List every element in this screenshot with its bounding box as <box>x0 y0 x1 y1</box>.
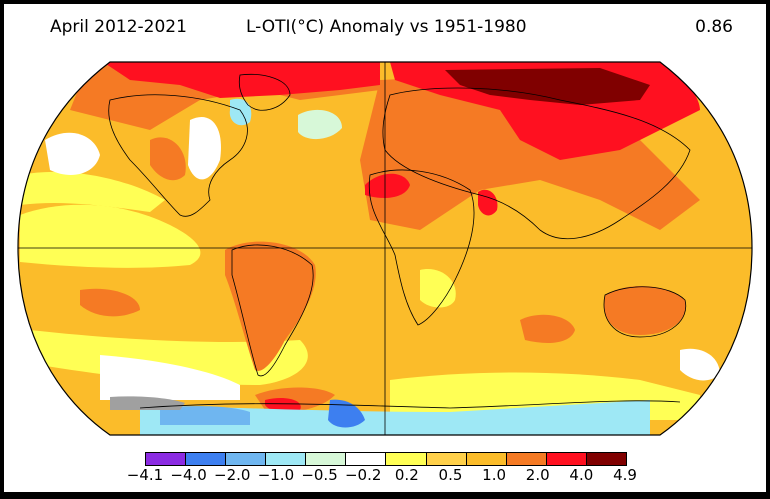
zone-white-north-pacific <box>45 132 100 175</box>
zone-light-pacific-north <box>20 171 165 212</box>
zone-white-canada <box>188 116 221 180</box>
period-label: April 2012-2021 <box>50 17 187 37</box>
colorbar <box>145 452 627 466</box>
global-mean-value: 0.86 <box>695 17 733 37</box>
colorbar-tick-label: −0.2 <box>344 466 382 484</box>
zone-orange-eurasia <box>360 75 700 230</box>
colorbar-swatch-0 <box>146 453 187 465</box>
colorbar-swatch-6 <box>386 453 427 465</box>
colorbar-tick-label: −0.5 <box>301 466 338 484</box>
colorbar-swatch-11 <box>586 453 626 465</box>
colorbar-swatch-3 <box>266 453 307 465</box>
colorbar-swatch-8 <box>466 453 507 465</box>
colorbar-tick-label: 0.5 <box>438 466 463 484</box>
zone-darkred-north-siberia <box>445 68 650 105</box>
zone-blue-ross-sea <box>160 406 250 425</box>
zone-light-tropics-west <box>20 204 201 268</box>
zone-orange-pacific-south <box>80 288 140 317</box>
colorbar-tick-label: −1.0 <box>257 466 295 484</box>
colorbar-swatch-7 <box>426 453 467 465</box>
zone-orange-alaska <box>150 137 186 181</box>
colorbar-swatch-9 <box>506 453 547 465</box>
zone-mint-north-atlantic <box>298 109 342 140</box>
globe-outline <box>17 61 753 436</box>
colorbar-tick-label: 4.0 <box>569 466 594 484</box>
colorbar-tick-label: 2.0 <box>525 466 550 484</box>
colorbar-swatch-1 <box>186 453 227 465</box>
colorbar-swatch-10 <box>546 453 587 465</box>
zone-orange-australia <box>604 285 686 335</box>
zone-red-sahara <box>365 173 410 198</box>
zone-deepblue-weddell <box>328 399 365 428</box>
zone-orange-indian-ocean <box>520 314 575 343</box>
zone-red-arctic-west <box>100 62 380 98</box>
map-title: L-OTI(°C) Anomaly vs 1951-1980 <box>246 17 527 37</box>
colorbar-labels: −4.1 −4.0 −2.0 −1.0 −0.5 −0.2 0.2 0.5 1.0 2.0 4.0 4… <box>0 466 770 486</box>
colorbar-tick-label: 4.9 <box>613 466 637 484</box>
colorbar-swatch-5 <box>346 453 387 465</box>
zone-cyan-antarctic-coast <box>140 400 650 435</box>
colorbar-tick-label: 0.2 <box>394 466 419 484</box>
zone-red-antarctic <box>265 398 301 413</box>
colorbar-tick-label: 1.0 <box>482 466 507 484</box>
coastlines <box>108 74 691 409</box>
zone-light-africa-south <box>420 269 456 308</box>
colorbar-tick-label: −4.1 <box>126 466 164 484</box>
colorbar-tick-label: −4.0 <box>170 466 207 484</box>
zone-white-southern-ocean <box>100 355 240 400</box>
colorbar-swatch-2 <box>226 453 267 465</box>
zone-light-southern-band <box>30 330 308 385</box>
zone-cyan-greenland <box>229 98 252 126</box>
zone-orange-south-america <box>225 241 316 371</box>
colorbar-swatch-4 <box>306 453 347 465</box>
colorbar-tick-label: −2.0 <box>214 466 251 484</box>
zone-white-southern-east <box>680 348 720 381</box>
